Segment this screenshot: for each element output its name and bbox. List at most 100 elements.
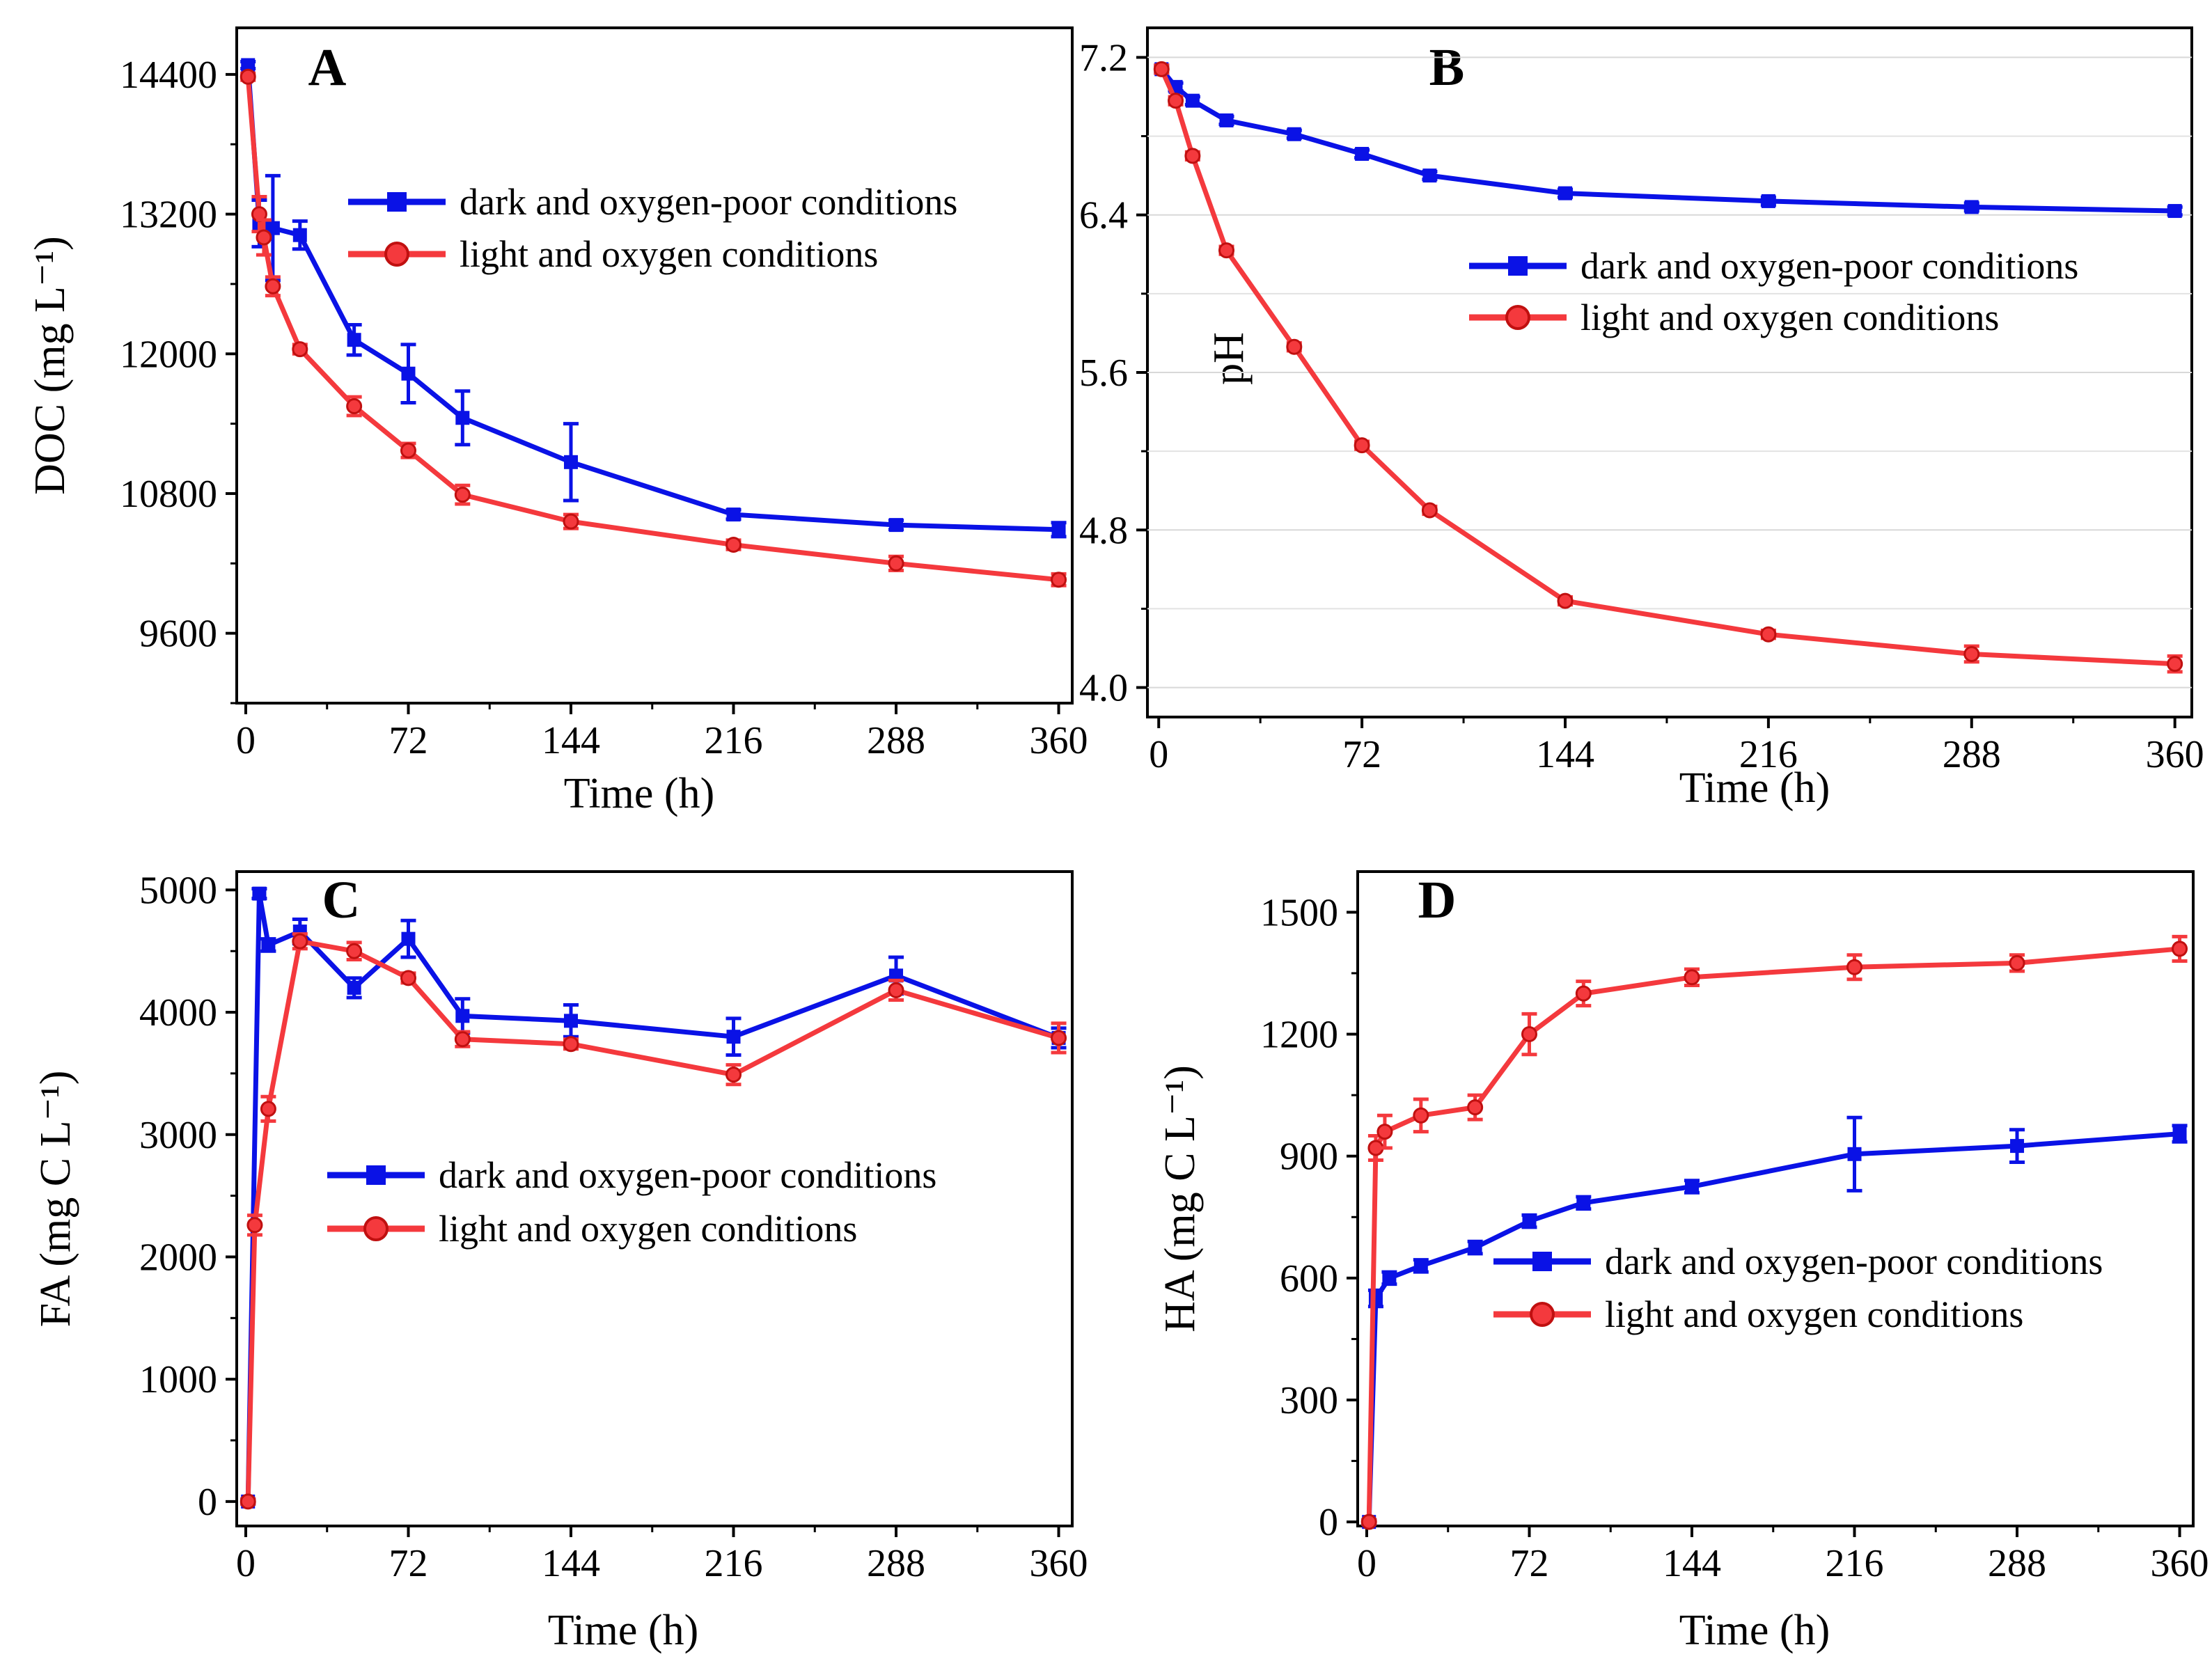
data-point (2167, 656, 2183, 672)
data-point (1168, 93, 1184, 109)
data-point (726, 1030, 741, 1044)
data-point (1557, 592, 1574, 609)
ticks: 0 72 144 216 288 360 9600 10800 12000 13200 14400 (120, 54, 1088, 762)
series-dark (240, 886, 1067, 1509)
data-point (454, 487, 471, 503)
data-point (1760, 626, 1777, 643)
data-point (1761, 194, 1775, 208)
x-tick-label: 0 (1357, 1542, 1376, 1585)
data-point (1468, 1241, 1482, 1255)
data-point (1846, 959, 1863, 975)
data-point (2172, 941, 2188, 957)
series-dark (240, 58, 1067, 539)
y-tick-label: 0 (198, 1481, 217, 1524)
x-tick-label: 72 (1509, 1542, 1548, 1585)
data-point (1376, 1124, 1393, 1140)
x-tick-label: 360 (2146, 733, 2204, 776)
y-tick-label: 1000 (139, 1358, 217, 1401)
data-point (725, 537, 742, 553)
data-point (292, 341, 308, 358)
data-point (1287, 127, 1301, 141)
data-point (1422, 168, 1437, 183)
data-point (1467, 1099, 1484, 1116)
data-point (1051, 572, 1067, 588)
data-point (1355, 147, 1370, 162)
data-point (1153, 61, 1170, 77)
panel-letter: A (308, 38, 347, 97)
y-tick-label: 4000 (139, 991, 217, 1034)
legend-label-light: light and oxygen conditions (439, 1208, 857, 1250)
series-dark-line (1159, 68, 2175, 214)
x-tick-label: 72 (389, 1542, 428, 1585)
data-point (1576, 1195, 1591, 1210)
series-light-line (1159, 68, 2175, 667)
panel-c: C Time (h) FA (mg C L⁻¹) 0 72 144 216 288 360… (32, 869, 1088, 1654)
x-tick-label: 288 (1943, 733, 2001, 776)
series-light-line (245, 76, 1059, 583)
plot-frame (235, 870, 1074, 1527)
legend-marker-dark (1508, 256, 1528, 276)
y-tick-label: 3000 (139, 1114, 217, 1157)
panel-d: D Time (h) HA (mg C L⁻¹) 0 72 144 216 288 360… (1156, 870, 2209, 1654)
x-axis-title: Time (h) (1679, 1607, 1830, 1654)
series-light (240, 68, 1067, 588)
data-point (241, 58, 256, 72)
data-point (261, 938, 276, 952)
legend-label-dark: dark and oxygen-poor conditions (1580, 245, 2078, 287)
data-point (563, 1036, 579, 1053)
x-tick-label: 360 (1030, 719, 1088, 762)
data-point (347, 333, 361, 347)
data-point (1685, 1179, 1699, 1194)
x-tick-label: 360 (1030, 1542, 1088, 1585)
x-tick-label: 216 (705, 1542, 763, 1585)
legend-marker-dark (1532, 1252, 1552, 1271)
series-light (240, 932, 1067, 1510)
data-point (1521, 1026, 1537, 1043)
x-tick-label: 144 (542, 1542, 600, 1585)
data-point (888, 555, 904, 572)
data-point (564, 455, 578, 469)
y-tick-label: 300 (1280, 1379, 1338, 1422)
legend-label-light: light and oxygen conditions (460, 233, 878, 275)
data-point (401, 366, 416, 381)
y-tick-label: 900 (1280, 1135, 1338, 1179)
data-point (260, 1101, 276, 1117)
panel-letter: C (322, 871, 361, 929)
legend: dark and oxygen-poor conditions light an… (1493, 1241, 2103, 1335)
data-point (240, 68, 256, 85)
data-point (1558, 186, 1572, 200)
data-point (1964, 200, 1979, 214)
y-tick-label: 5000 (139, 869, 217, 912)
data-point (1184, 148, 1201, 164)
data-point (265, 221, 280, 235)
y-tick-label: 9600 (139, 613, 217, 656)
data-point (1413, 1259, 1428, 1273)
y-axis-title: pH (1205, 332, 1253, 385)
ticks: 0 72 144 216 288 360 0 300 600 900 1200 1500 (1260, 891, 2209, 1585)
data-point (1051, 522, 1066, 537)
panel-a: A Time (h) DOC (mg L⁻¹) 0 72 144 216 288 360 9… (26, 26, 1088, 817)
data-point (725, 1067, 742, 1083)
y-axis-title: HA (mg C L⁻¹) (1156, 1065, 1204, 1332)
panel-b: B Time (h) pH 0 72 144 216 288 360 4.0 4.8 5.6 6.… (1079, 26, 2204, 812)
legend-marker-dark (366, 1165, 386, 1185)
y-tick-label: 5.6 (1079, 352, 1128, 395)
data-point (246, 1217, 263, 1234)
x-tick-label: 216 (705, 719, 763, 762)
legend-marker-light (1505, 305, 1530, 330)
y-tick-label: 4.8 (1079, 509, 1128, 552)
y-axis-title: DOC (mg L⁻¹) (26, 236, 74, 495)
data-point (240, 1493, 256, 1510)
data-point (252, 886, 267, 901)
legend-marker-light (363, 1216, 389, 1241)
x-tick-label: 288 (1988, 1542, 2046, 1585)
plot-frame (235, 26, 1074, 705)
y-tick-label: 1200 (1260, 1014, 1338, 1057)
data-point (401, 931, 416, 946)
data-point (455, 1009, 470, 1023)
series-light (1360, 934, 2188, 1530)
series-dark-line (245, 891, 1060, 1502)
y-tick-label: 14400 (120, 54, 217, 97)
data-point (1522, 1214, 1537, 1229)
data-point (1847, 1147, 1862, 1161)
